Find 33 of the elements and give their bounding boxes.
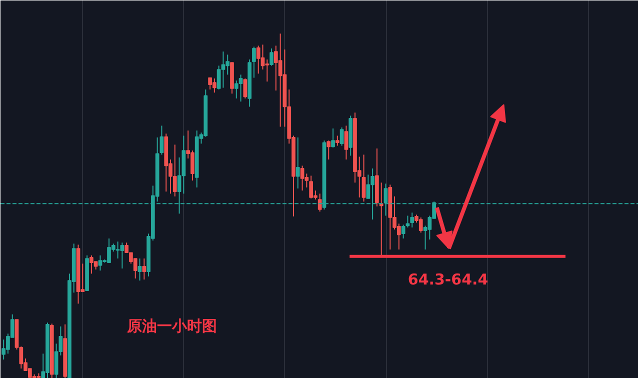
candlestick: [221, 51, 226, 88]
candlestick: [335, 135, 340, 146]
candlestick: [226, 54, 230, 76]
candlestick: [252, 46, 256, 78]
candlestick: [344, 125, 348, 160]
candlestick: [270, 48, 274, 66]
candlestick: [331, 128, 335, 148]
candlestick: [120, 242, 124, 269]
candlestick: [326, 140, 331, 160]
candlestick: [278, 33, 282, 128]
annotation: 原油一小时图: [126, 317, 217, 336]
candlestick: [238, 74, 243, 102]
candlestick: [309, 175, 314, 199]
candlestick: [172, 144, 177, 197]
candlestick: [265, 58, 270, 82]
candlestick: [366, 174, 370, 199]
candlestick: [2, 339, 6, 360]
candlestick: [362, 154, 366, 202]
candlestick: [418, 216, 423, 234]
candlestick: [300, 165, 304, 192]
candlestick: [98, 254, 102, 272]
annotation: 64.3-64.4: [408, 270, 488, 288]
candlestick: [116, 241, 120, 259]
candlestick: [212, 78, 216, 94]
candlestick: [243, 78, 248, 99]
candlestick: [296, 136, 300, 189]
candlestick: [138, 258, 142, 282]
candlestick: [234, 80, 238, 99]
candlestick: [410, 212, 414, 228]
candlestick: [318, 193, 322, 212]
candlestick: [142, 258, 146, 280]
candlestick: [340, 126, 344, 146]
candlestick: [256, 45, 260, 74]
